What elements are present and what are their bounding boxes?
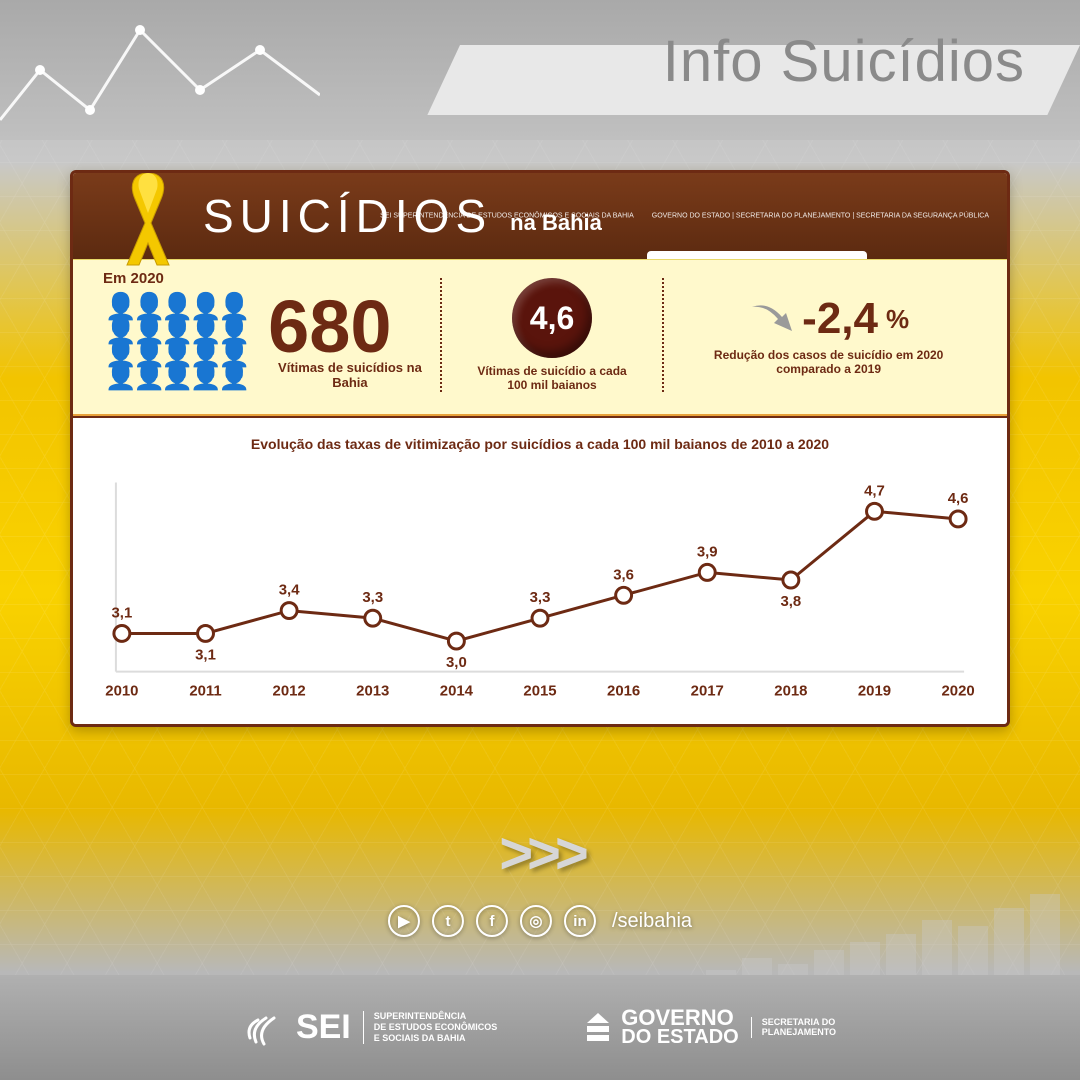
- decor-top-line: [0, 0, 320, 160]
- svg-text:2019: 2019: [858, 682, 891, 699]
- sei-mark-icon: [244, 1008, 284, 1048]
- stat-reduction-value: -2,4: [802, 294, 878, 344]
- footer-sei-sub: SUPERINTENDÊNCIADE ESTUDOS ECONÔMICOSE S…: [363, 1011, 498, 1043]
- chart-title: Evolução das taxas de vitimização por su…: [97, 436, 983, 452]
- stat-rate: 4,6 Vítimas de suicídio a cada 100 mil b…: [450, 278, 655, 392]
- stat-reduction-caption: Redução dos casos de suicídio em 2020 co…: [709, 348, 949, 376]
- stat-victims-value: 680: [268, 294, 432, 361]
- svg-text:2012: 2012: [273, 682, 306, 699]
- stat-victims-caption: Vítimas de suicídios na Bahia: [268, 360, 432, 390]
- footer-logo-sei: SEI SUPERINTENDÊNCIADE ESTUDOS ECONÔMICO…: [244, 1008, 497, 1048]
- footer-gov-sub: SECRETARIA DOPLANEJAMENTO: [751, 1017, 836, 1039]
- svg-text:2020: 2020: [942, 682, 975, 699]
- svg-text:3,9: 3,9: [697, 543, 718, 560]
- footer-logo-gov: GOVERNO DO ESTADO SECRETARIA DOPLANEJAME…: [587, 1008, 836, 1048]
- stat-rate-value: 4,6: [530, 300, 574, 337]
- svg-text:3,1: 3,1: [112, 605, 133, 622]
- card-header: SUICÍDIOS na Bahia SEI SUPERINTENDÊNCIA …: [73, 173, 1007, 259]
- youtube-icon[interactable]: ▶: [388, 905, 420, 937]
- header-logos: SEI SUPERINTENDÊNCIA DE ESTUDOS ECONÔMIC…: [380, 213, 989, 220]
- stat-reduction: -2,4 % Redução dos casos de suicídio em …: [672, 278, 985, 392]
- svg-text:2018: 2018: [774, 682, 807, 699]
- svg-text:2015: 2015: [523, 682, 556, 699]
- line-chart: 3,1 3,1 3,4 3,3 3,0 3,3 3,6 3,9 3,8 4,7 4,6 2010 201…: [97, 458, 983, 708]
- svg-text:2013: 2013: [356, 682, 389, 699]
- header-logo-gov: GOVERNO DO ESTADO | SECRETARIA DO PLANEJ…: [652, 213, 989, 220]
- main-card: SUICÍDIOS na Bahia SEI SUPERINTENDÊNCIA …: [70, 170, 1010, 727]
- stat-reduction-unit: %: [886, 304, 909, 335]
- svg-text:3,6: 3,6: [613, 566, 634, 583]
- page-title: Info Suicídios: [663, 28, 1025, 95]
- header-logo-sei: SEI SUPERINTENDÊNCIA DE ESTUDOS ECONÔMIC…: [380, 213, 634, 220]
- arrow-down-icon: [748, 301, 794, 337]
- svg-text:2016: 2016: [607, 682, 640, 699]
- instagram-icon[interactable]: ◎: [520, 905, 552, 937]
- svg-text:3,3: 3,3: [362, 589, 383, 606]
- social-row: ▶ tf ◎ in/seibahia: [388, 905, 692, 937]
- footer-gov-line1: GOVERNO: [621, 1008, 738, 1029]
- svg-text:3,1: 3,1: [195, 646, 216, 663]
- divider-2: [662, 278, 664, 392]
- facebook-icon[interactable]: f: [476, 905, 508, 937]
- svg-text:2011: 2011: [189, 682, 221, 699]
- ribbon-icon: [113, 170, 183, 275]
- svg-text:2017: 2017: [691, 682, 724, 699]
- stat-victims: 👤👤👤👤👤👤👤👤👤👤👤👤👤👤👤👤👤👤👤👤 680 Vítimas de suic…: [95, 278, 432, 392]
- stat-rate-bubble: 4,6: [512, 278, 592, 358]
- svg-text:3,8: 3,8: [780, 593, 801, 610]
- stats-strip: Em 2020 👤👤👤👤👤👤👤👤👤👤👤👤👤👤👤👤👤👤👤👤 680 Vítimas…: [73, 259, 1007, 416]
- chevrons-icon: >>>: [498, 820, 582, 887]
- footer-gov-line2: DO ESTADO: [621, 1028, 738, 1047]
- people-icon: 👤👤👤👤👤👤👤👤👤👤👤👤👤👤👤👤👤👤👤👤: [95, 295, 256, 389]
- stat-rate-caption: Vítimas de suicídio a cada 100 mil baian…: [467, 364, 637, 392]
- svg-text:2014: 2014: [440, 682, 474, 699]
- social-handle: /seibahia: [612, 910, 692, 933]
- linkedin-icon[interactable]: in: [564, 905, 596, 937]
- svg-text:3,3: 3,3: [530, 589, 551, 606]
- footer-sei-main: SEI: [296, 1008, 351, 1047]
- svg-text:3,0: 3,0: [446, 654, 467, 671]
- twitter-icon[interactable]: t: [432, 905, 464, 937]
- svg-text:4,6: 4,6: [948, 490, 969, 507]
- chart-area: Evolução das taxas de vitimização por su…: [73, 416, 1007, 724]
- svg-text:4,7: 4,7: [864, 482, 885, 499]
- svg-text:2010: 2010: [105, 682, 138, 699]
- gov-mark-icon: [587, 1013, 609, 1041]
- divider-1: [440, 278, 442, 392]
- svg-text:3,4: 3,4: [279, 582, 300, 599]
- footer: SEI SUPERINTENDÊNCIADE ESTUDOS ECONÔMICO…: [0, 975, 1080, 1080]
